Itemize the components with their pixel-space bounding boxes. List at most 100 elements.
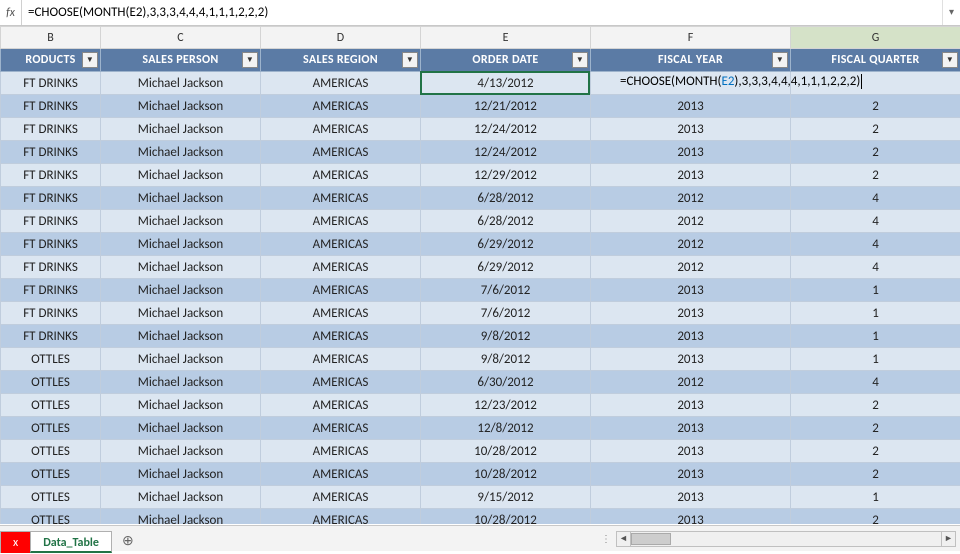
sheet-tab-data_table[interactable]: Data_Table <box>30 531 112 553</box>
cell-D2[interactable]: AMERICAS <box>261 72 421 95</box>
column-letter-E[interactable]: E <box>421 27 591 49</box>
cell-C12[interactable]: Michael Jackson <box>101 302 261 325</box>
cell-B20[interactable]: OTTLES <box>1 486 101 509</box>
cell-F21[interactable]: 2013 <box>591 509 791 525</box>
cell-D20[interactable]: AMERICAS <box>261 486 421 509</box>
cell-E10[interactable]: 6/29/2012 <box>421 256 591 279</box>
header-C[interactable]: SALES PERSON▼ <box>101 49 261 72</box>
cell-G3[interactable]: 2 <box>791 95 960 118</box>
cell-B19[interactable]: OTTLES <box>1 463 101 486</box>
cell-D9[interactable]: AMERICAS <box>261 233 421 256</box>
cell-G6[interactable]: 2 <box>791 164 960 187</box>
cell-F14[interactable]: 2013 <box>591 348 791 371</box>
cell-B6[interactable]: FT DRINKS <box>1 164 101 187</box>
cell-G5[interactable]: 2 <box>791 141 960 164</box>
column-letter-D[interactable]: D <box>261 27 421 49</box>
cell-D15[interactable]: AMERICAS <box>261 371 421 394</box>
column-letter-C[interactable]: C <box>101 27 261 49</box>
cell-E6[interactable]: 12/29/2012 <box>421 164 591 187</box>
cell-E16[interactable]: 12/23/2012 <box>421 394 591 417</box>
filter-arrow-icon[interactable]: ▼ <box>772 52 788 68</box>
spreadsheet-grid[interactable]: BCDEFGRODUCTS▼SALES PERSON▼SALES REGION▼… <box>0 26 960 524</box>
cell-D17[interactable]: AMERICAS <box>261 417 421 440</box>
cell-C8[interactable]: Michael Jackson <box>101 210 261 233</box>
tab-split-handle[interactable]: ⋮ <box>598 532 616 545</box>
cell-G9[interactable]: 4 <box>791 233 960 256</box>
cell-C9[interactable]: Michael Jackson <box>101 233 261 256</box>
cell-E4[interactable]: 12/24/2012 <box>421 118 591 141</box>
cell-C17[interactable]: Michael Jackson <box>101 417 261 440</box>
cell-E15[interactable]: 6/30/2012 <box>421 371 591 394</box>
cell-F8[interactable]: 2012 <box>591 210 791 233</box>
header-E[interactable]: ORDER DATE▼ <box>421 49 591 72</box>
cell-B14[interactable]: OTTLES <box>1 348 101 371</box>
cell-B17[interactable]: OTTLES <box>1 417 101 440</box>
column-letter-F[interactable]: F <box>591 27 791 49</box>
cell-E18[interactable]: 10/28/2012 <box>421 440 591 463</box>
cell-C4[interactable]: Michael Jackson <box>101 118 261 141</box>
cell-G16[interactable]: 2 <box>791 394 960 417</box>
header-B[interactable]: RODUCTS▼ <box>1 49 101 72</box>
cell-E8[interactable]: 6/28/2012 <box>421 210 591 233</box>
cell-G4[interactable]: 2 <box>791 118 960 141</box>
cell-E19[interactable]: 10/28/2012 <box>421 463 591 486</box>
cell-B13[interactable]: FT DRINKS <box>1 325 101 348</box>
cell-G8[interactable]: 4 <box>791 210 960 233</box>
cell-G10[interactable]: 4 <box>791 256 960 279</box>
add-sheet-icon[interactable]: ⊕ <box>117 532 139 549</box>
cell-E11[interactable]: 7/6/2012 <box>421 279 591 302</box>
sheet-tab-x[interactable]: x <box>0 531 31 553</box>
cell-C11[interactable]: Michael Jackson <box>101 279 261 302</box>
column-letter-G[interactable]: G <box>791 27 960 49</box>
cell-B21[interactable]: OTTLES <box>1 509 101 525</box>
cell-F16[interactable]: 2013 <box>591 394 791 417</box>
cell-C7[interactable]: Michael Jackson <box>101 187 261 210</box>
scroll-left-icon[interactable]: ◄ <box>617 532 631 546</box>
cell-D6[interactable]: AMERICAS <box>261 164 421 187</box>
cell-F20[interactable]: 2013 <box>591 486 791 509</box>
cell-D10[interactable]: AMERICAS <box>261 256 421 279</box>
cell-D21[interactable]: AMERICAS <box>261 509 421 525</box>
cell-F3[interactable]: 2013 <box>591 95 791 118</box>
cell-B8[interactable]: FT DRINKS <box>1 210 101 233</box>
cell-E5[interactable]: 12/24/2012 <box>421 141 591 164</box>
cell-C6[interactable]: Michael Jackson <box>101 164 261 187</box>
cell-B7[interactable]: FT DRINKS <box>1 187 101 210</box>
cell-F5[interactable]: 2013 <box>591 141 791 164</box>
cell-C18[interactable]: Michael Jackson <box>101 440 261 463</box>
cell-G11[interactable]: 1 <box>791 279 960 302</box>
cell-F19[interactable]: 2013 <box>591 463 791 486</box>
cell-G18[interactable]: 2 <box>791 440 960 463</box>
filter-arrow-icon[interactable]: ▼ <box>572 52 588 68</box>
cell-F7[interactable]: 2012 <box>591 187 791 210</box>
cell-F10[interactable]: 2012 <box>591 256 791 279</box>
formula-input[interactable] <box>22 0 942 25</box>
cell-D7[interactable]: AMERICAS <box>261 187 421 210</box>
column-letter-B[interactable]: B <box>1 27 101 49</box>
cell-E3[interactable]: 12/21/2012 <box>421 95 591 118</box>
cell-D11[interactable]: AMERICAS <box>261 279 421 302</box>
cell-D12[interactable]: AMERICAS <box>261 302 421 325</box>
cell-D14[interactable]: AMERICAS <box>261 348 421 371</box>
cell-C19[interactable]: Michael Jackson <box>101 463 261 486</box>
cell-B9[interactable]: FT DRINKS <box>1 233 101 256</box>
cell-F11[interactable]: 2013 <box>591 279 791 302</box>
cell-C14[interactable]: Michael Jackson <box>101 348 261 371</box>
scroll-right-icon[interactable]: ► <box>941 532 955 546</box>
cell-C15[interactable]: Michael Jackson <box>101 371 261 394</box>
cell-E12[interactable]: 7/6/2012 <box>421 302 591 325</box>
cell-G14[interactable]: 1 <box>791 348 960 371</box>
cell-E14[interactable]: 9/8/2012 <box>421 348 591 371</box>
formula-expand-icon[interactable]: ▾ <box>942 0 960 25</box>
filter-arrow-icon[interactable]: ▼ <box>942 52 958 68</box>
horizontal-scrollbar[interactable]: ◄ ► <box>616 531 956 547</box>
cell-E9[interactable]: 6/29/2012 <box>421 233 591 256</box>
cell-D5[interactable]: AMERICAS <box>261 141 421 164</box>
cell-C3[interactable]: Michael Jackson <box>101 95 261 118</box>
cell-F13[interactable]: 2013 <box>591 325 791 348</box>
filter-arrow-icon[interactable]: ▼ <box>242 52 258 68</box>
cell-B15[interactable]: OTTLES <box>1 371 101 394</box>
cell-G7[interactable]: 4 <box>791 187 960 210</box>
header-F[interactable]: FISCAL YEAR▼ <box>591 49 791 72</box>
cell-F6[interactable]: 2013 <box>591 164 791 187</box>
